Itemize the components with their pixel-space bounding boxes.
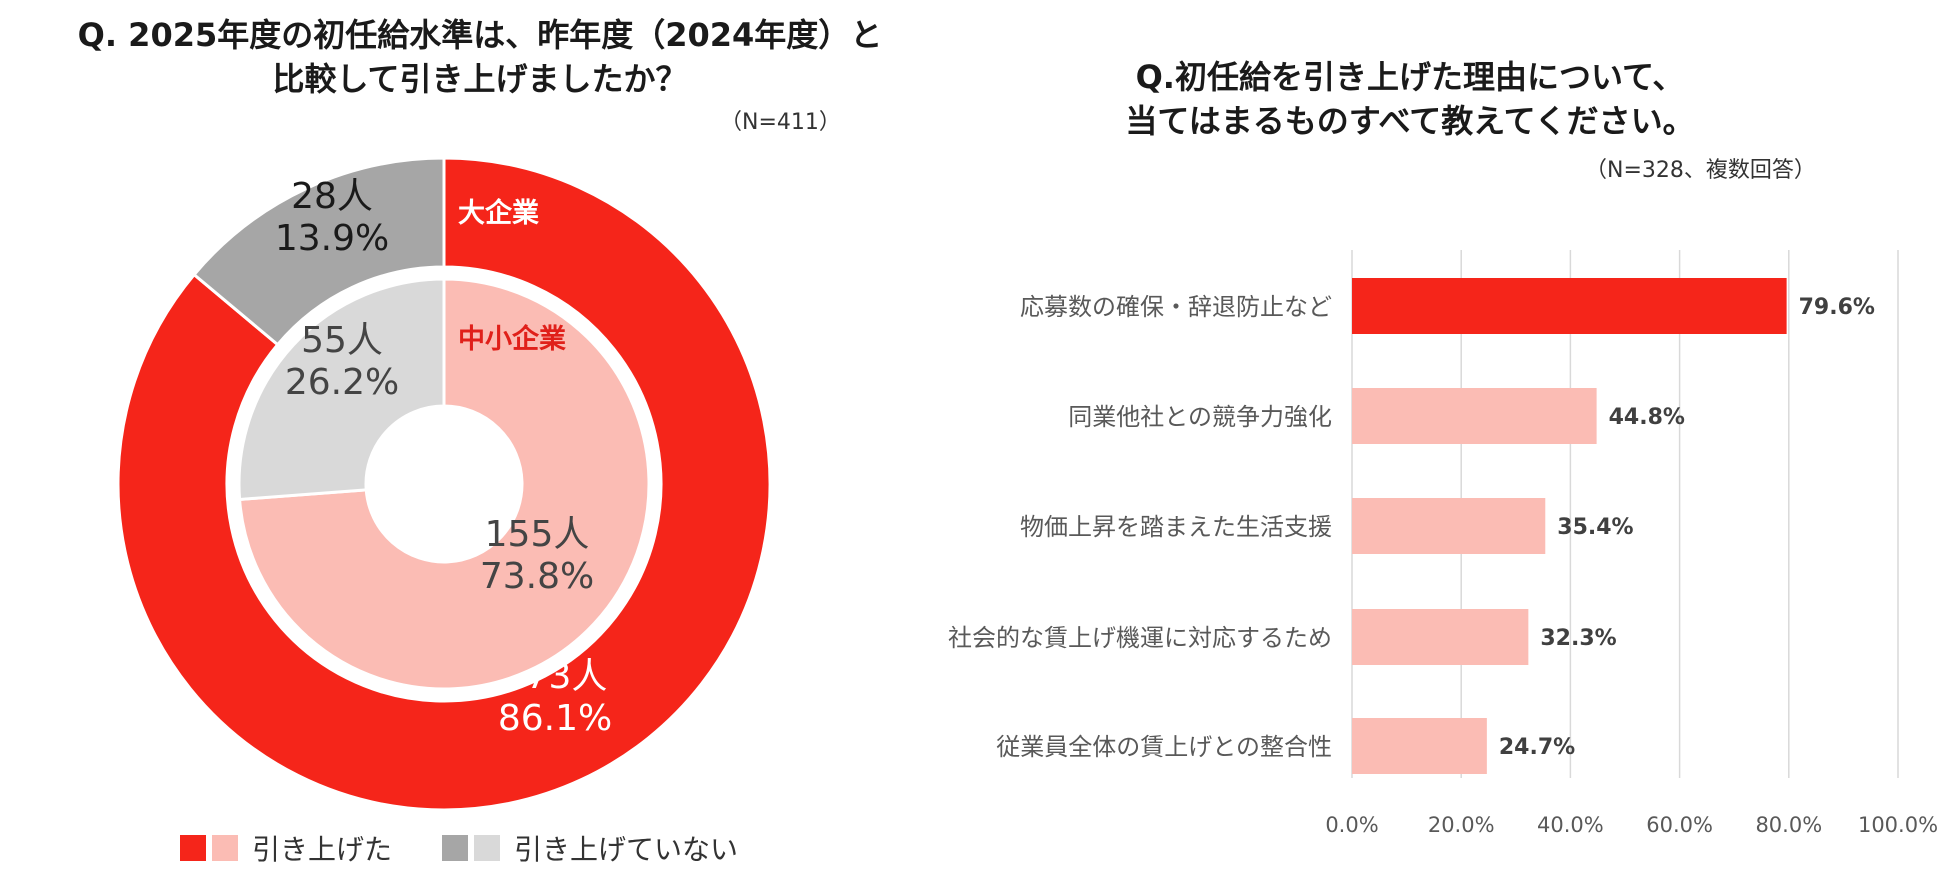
bar-xtick-label-5: 100.0% [1858,813,1938,837]
donut-inner-percent-label-0: 73.8% [480,556,594,597]
donut-inner-count-label-0: 155人 [485,514,590,555]
donut-chart: 173人86.1%28人13.9%155人73.8%55人26.2%大企業中小企… [116,156,772,812]
bar-value-label-4: 24.7% [1499,735,1575,760]
bar-category-label-4: 従業員全体の賃上げとの整合性 [996,733,1332,761]
donut-inner-ring-name: 中小企業 [458,323,566,355]
donut-inner-slice-1 [237,277,446,502]
legend-swatch-notraised-large [442,835,468,861]
bar-xtick-label-4: 80.0% [1755,813,1822,837]
bar-value-label-0: 79.6% [1799,295,1875,320]
bar-title-line2: 当てはまるものすべて教えてください。 [1125,102,1695,140]
bar-xtick-label-0: 0.0% [1325,813,1378,837]
bar-category-label-2: 物価上昇を踏まえた生活支援 [1020,513,1332,541]
bar-category-label-0: 応募数の確保・辞退防止など [1020,293,1332,321]
bar-value-label-3: 32.3% [1540,626,1616,651]
legend-raised: 引き上げた [180,828,392,868]
donut-outer-percent-label-1: 13.9% [275,218,389,259]
donut-outer-percent-label-0: 86.1% [498,698,612,739]
bar-3 [1352,609,1529,665]
bar-category-label-1: 同業他社との競争力強化 [1068,403,1332,431]
legend-label-not-raised: 引き上げていない [514,833,739,866]
bar-xtick-label-3: 60.0% [1646,813,1713,837]
bar-category-label-3: 社会的な賃上げ機運に対応するため [948,624,1332,652]
donut-title-line1: Q. 2025年度の初任給水準は、昨年度（2024年度）と [77,16,883,54]
donut-outer-slice-0 [116,156,772,812]
legend-swatch-raised-large [180,835,206,861]
donut-inner-count-label-1: 55人 [301,320,383,361]
bar-sample-size: （N=328、複数回答） [1585,158,1816,183]
bar-2 [1352,498,1546,554]
bar-1 [1352,388,1597,444]
donut-outer-count-label-1: 28人 [291,176,373,217]
bar-value-label-1: 44.8% [1609,405,1685,430]
donut-title-line2: 比較して引き上げましたか？ [272,60,688,98]
donut-inner-slice-0 [237,277,651,691]
legend-not-raised: 引き上げていない [442,828,738,868]
donut-outer-ring-name: 大企業 [458,197,539,229]
bar-4 [1352,718,1487,774]
donut-inner-percent-label-1: 26.2% [285,362,399,403]
donut-outer-slice-1 [192,156,446,347]
legend-swatch-raised-small [212,835,238,861]
bar-xtick-label-1: 20.0% [1428,813,1495,837]
bar-title-line1: Q.初任給を引き上げた理由について、 [1135,58,1685,96]
legend-label-raised: 引き上げた [252,833,393,866]
bar-value-label-2: 35.4% [1557,515,1633,540]
legend-swatch-notraised-small [474,835,500,861]
donut-sample-size: （N=411） [720,110,841,135]
bar-0 [1352,278,1787,334]
bar-xtick-label-2: 40.0% [1537,813,1604,837]
